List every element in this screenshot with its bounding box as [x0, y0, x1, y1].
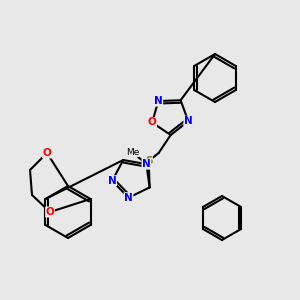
Text: S: S	[145, 156, 152, 166]
Text: O: O	[46, 207, 54, 217]
Text: O: O	[43, 148, 51, 158]
Text: Me: Me	[126, 148, 139, 157]
Text: N: N	[142, 159, 151, 169]
Text: N: N	[124, 193, 133, 203]
Text: N: N	[108, 176, 117, 186]
Text: O: O	[148, 118, 157, 128]
Text: N: N	[154, 96, 163, 106]
Text: N: N	[184, 116, 193, 126]
